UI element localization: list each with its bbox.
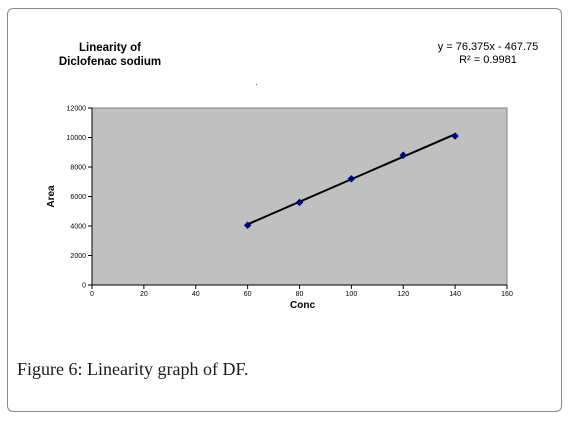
y-axis-title: Area bbox=[46, 185, 57, 208]
r-squared-text: R² = 0.9981 bbox=[459, 54, 517, 66]
y-tick-label: 4000 bbox=[70, 224, 86, 231]
plot-area bbox=[91, 107, 508, 286]
x-tick-label: 100 bbox=[346, 291, 358, 298]
stray-dot bbox=[256, 84, 257, 85]
x-tick-label: 120 bbox=[397, 291, 409, 298]
x-tick-label: 80 bbox=[296, 291, 304, 298]
x-tick-label: 140 bbox=[449, 291, 461, 298]
y-tick-label: 2000 bbox=[70, 253, 86, 260]
x-tick-label: 20 bbox=[140, 291, 148, 298]
data-point bbox=[451, 132, 459, 140]
chart-title-line-1: Linearity of bbox=[79, 42, 141, 54]
chart-title-line-2: Diclofenac sodium bbox=[58, 56, 162, 68]
y-tick-label: 8000 bbox=[70, 165, 86, 172]
data-point bbox=[243, 221, 252, 230]
x-tick-label: 0 bbox=[90, 291, 94, 298]
y-tick-label: 6000 bbox=[70, 194, 86, 201]
equation-text: y = 76.375x - 467.75 bbox=[437, 41, 539, 53]
trendline-equation: y = 76.375x - 467.75 R² = 0.9981 bbox=[418, 41, 558, 67]
y-tick-label: 0 bbox=[82, 283, 86, 290]
x-tick-label: 60 bbox=[244, 291, 252, 298]
figure-caption: Figure 6: Linearity graph of DF. bbox=[17, 359, 249, 379]
data-point bbox=[347, 174, 356, 183]
data-point bbox=[295, 198, 304, 207]
x-axis-title: Conc bbox=[290, 300, 315, 311]
data-point bbox=[399, 151, 408, 160]
chart-title: Linearity of Diclofenac sodium bbox=[40, 41, 180, 69]
y-tick-label: 12000 bbox=[67, 106, 87, 113]
y-tick-label: 10000 bbox=[67, 135, 87, 142]
x-tick-label: 40 bbox=[192, 291, 200, 298]
x-tick-label: 160 bbox=[501, 291, 513, 298]
